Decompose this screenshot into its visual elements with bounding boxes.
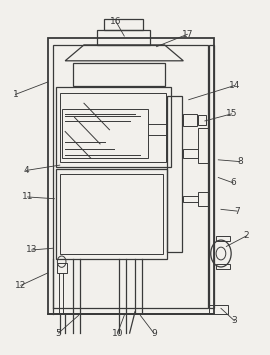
- Text: 6: 6: [230, 178, 236, 187]
- Bar: [60, 93, 166, 162]
- Text: 11: 11: [22, 192, 33, 201]
- Text: 15: 15: [226, 109, 237, 118]
- Bar: [48, 38, 214, 313]
- Bar: [215, 264, 230, 269]
- Text: 8: 8: [237, 157, 243, 166]
- Text: 4: 4: [23, 166, 29, 175]
- Text: 7: 7: [234, 207, 240, 215]
- Bar: [183, 149, 198, 158]
- Text: 1: 1: [13, 90, 18, 99]
- Bar: [73, 63, 164, 86]
- Bar: [97, 30, 150, 45]
- Bar: [56, 169, 167, 259]
- Bar: [215, 236, 230, 241]
- Bar: [198, 192, 208, 206]
- Text: 12: 12: [15, 281, 26, 290]
- Bar: [167, 96, 182, 252]
- Bar: [60, 174, 163, 253]
- Text: 9: 9: [151, 329, 157, 338]
- Bar: [209, 305, 228, 313]
- Bar: [198, 115, 206, 125]
- Text: 14: 14: [229, 81, 240, 90]
- Bar: [198, 128, 209, 163]
- Text: 2: 2: [244, 231, 249, 240]
- Text: 5: 5: [56, 329, 61, 338]
- Bar: [209, 45, 214, 308]
- Text: 17: 17: [182, 30, 193, 39]
- Bar: [57, 263, 66, 273]
- Text: 10: 10: [112, 329, 123, 338]
- Bar: [183, 114, 197, 126]
- Bar: [53, 45, 208, 308]
- Bar: [62, 109, 148, 158]
- Text: 3: 3: [231, 316, 237, 325]
- Text: 13: 13: [26, 246, 37, 255]
- Bar: [104, 20, 143, 30]
- Bar: [56, 87, 171, 167]
- Bar: [183, 196, 198, 202]
- Text: 16: 16: [110, 17, 122, 26]
